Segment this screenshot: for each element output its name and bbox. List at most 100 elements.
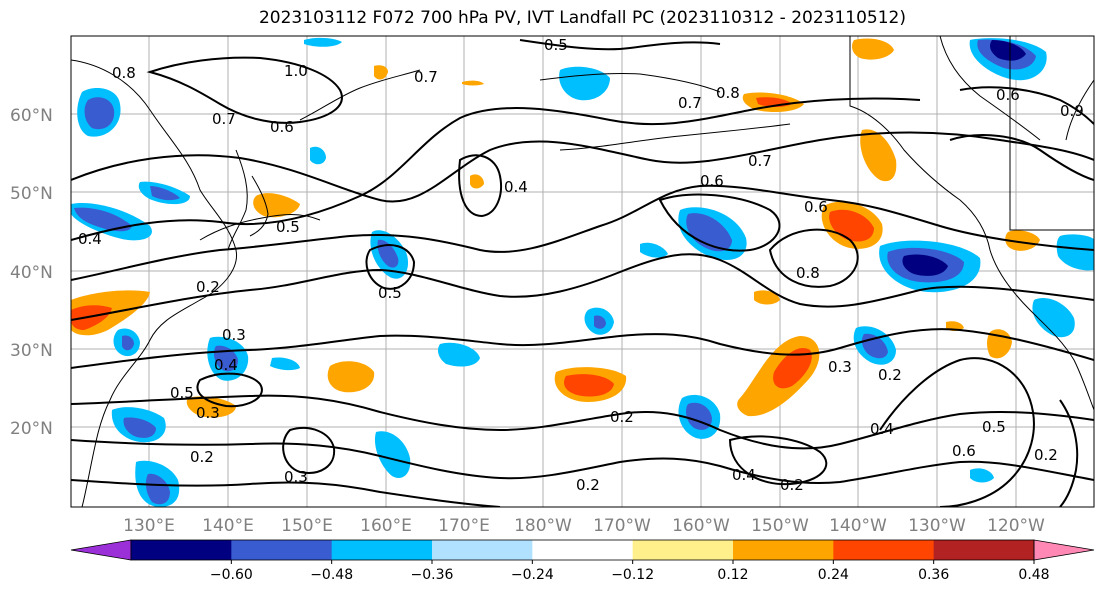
shade-blob-neg bbox=[135, 460, 180, 507]
shade-blob-neg bbox=[970, 468, 994, 483]
colorbar-tick-label: −0.12 bbox=[611, 567, 654, 583]
contour-label: 0.2 bbox=[576, 476, 600, 494]
shade-blob-neg bbox=[270, 357, 300, 371]
lon-label: 160°W bbox=[672, 516, 730, 536]
contour-label: 0.6 bbox=[952, 442, 976, 460]
colorbar-bin bbox=[833, 540, 935, 560]
shade-blob-neg bbox=[370, 230, 409, 279]
contour-label: 0.7 bbox=[748, 152, 772, 170]
shade-blob-pos bbox=[860, 129, 897, 182]
contour-label: 0.6 bbox=[804, 198, 828, 216]
shade-blob-neg bbox=[1056, 234, 1094, 271]
shade-blob-pos bbox=[327, 361, 375, 393]
shade-blob-neg bbox=[640, 242, 668, 258]
colorbar-tick-label: −0.36 bbox=[411, 567, 454, 583]
lon-label: 120°W bbox=[987, 516, 1045, 536]
contour-label: 0.3 bbox=[196, 404, 220, 422]
colorbar-extend-low bbox=[70, 539, 132, 561]
lon-label: 130°W bbox=[908, 516, 966, 536]
shade-blob-pos bbox=[737, 336, 820, 417]
shade-blob-neg bbox=[1032, 298, 1075, 338]
contour-label: 0.8 bbox=[796, 264, 820, 282]
contour-label: 0.4 bbox=[214, 356, 238, 374]
shade-blob-neg bbox=[559, 66, 610, 101]
lon-label: 150°E bbox=[281, 516, 333, 536]
colorbar-tick-label: −0.60 bbox=[210, 567, 253, 583]
contour-labels: 1.0 0.5 0.7 0.8 0.7 0.6 0.8 0.7 0.6 0.4 … bbox=[78, 36, 1084, 494]
shade-blob-pos bbox=[754, 290, 780, 305]
plot-frame bbox=[70, 35, 1095, 508]
lat-label: 20°N bbox=[10, 419, 53, 439]
colorbar-bin bbox=[231, 540, 333, 560]
shade-blob-neg bbox=[438, 342, 480, 367]
contour-label: 0.2 bbox=[878, 366, 902, 384]
contour-label: 0.3 bbox=[222, 326, 246, 344]
lon-label: 150°W bbox=[751, 516, 809, 536]
colorbar-tick-label: 0.48 bbox=[1018, 567, 1049, 583]
contour-label: 0.2 bbox=[1034, 446, 1058, 464]
shade-blob-neg bbox=[71, 202, 152, 241]
contour-label: 0.3 bbox=[284, 468, 308, 486]
lon-label: 130°E bbox=[123, 516, 175, 536]
colorbar-tick-label: −0.48 bbox=[310, 567, 353, 583]
shade-blob-pos bbox=[253, 193, 300, 218]
shade-blob-pos bbox=[462, 80, 484, 86]
coastlines bbox=[71, 36, 1094, 507]
lon-label: 140°W bbox=[829, 516, 887, 536]
map-plot-area: 1.0 0.5 0.7 0.8 0.7 0.6 0.8 0.7 0.6 0.4 … bbox=[71, 36, 1094, 507]
latitude-labels: 60°N 50°N 40°N 30°N 20°N bbox=[10, 106, 53, 439]
colorbar-bin bbox=[933, 540, 1035, 560]
shade-blob-pos bbox=[1005, 230, 1040, 251]
shaded-anomaly-regions bbox=[71, 37, 1094, 507]
contour-label: 0.2 bbox=[780, 476, 804, 494]
contour-label: 1.0 bbox=[284, 62, 308, 80]
shade-blob-pos bbox=[186, 396, 236, 418]
contour-label: 0.6 bbox=[700, 172, 724, 190]
colorbar-bin bbox=[432, 540, 533, 560]
lat-label: 30°N bbox=[10, 341, 53, 361]
contour-label: 0.5 bbox=[276, 218, 300, 236]
shade-blob-neg bbox=[879, 240, 981, 293]
contour-label: 0.6 bbox=[270, 118, 294, 136]
shade-blob-pos bbox=[470, 174, 484, 189]
lat-label: 60°N bbox=[10, 106, 53, 126]
contour-label: 0.9 bbox=[1060, 102, 1084, 120]
contour-label: 0.2 bbox=[610, 408, 634, 426]
contour-label: 0.8 bbox=[112, 64, 136, 82]
shade-blob-pos bbox=[821, 201, 883, 249]
colorbar-tick-label: −0.24 bbox=[511, 567, 554, 583]
lat-label: 40°N bbox=[10, 263, 53, 283]
lon-label: 170°E bbox=[438, 516, 490, 536]
contour-label: 0.5 bbox=[170, 384, 194, 402]
lon-label: 140°E bbox=[202, 516, 254, 536]
contour-label: 0.2 bbox=[190, 448, 214, 466]
contour-label: 0.4 bbox=[504, 178, 528, 196]
shade-blob-neg bbox=[310, 146, 326, 165]
contour-label: 0.7 bbox=[414, 68, 438, 86]
colorbar: −0.60 −0.48 −0.36 −0.24 −0.12 0.12 0.24 0.36 0.4… bbox=[70, 539, 1095, 583]
colorbar-bin bbox=[131, 540, 232, 560]
shade-blob-neg bbox=[304, 37, 342, 47]
colorbar-tick-label: 0.24 bbox=[818, 567, 849, 583]
shade-blob-neg bbox=[138, 181, 190, 205]
colorbar-bin bbox=[733, 540, 834, 560]
colorbar-tick-label: 0.12 bbox=[717, 567, 748, 583]
colorbar-outline bbox=[130, 539, 1035, 561]
contour-label: 0.8 bbox=[716, 84, 740, 102]
contour-label: 0.5 bbox=[982, 418, 1006, 436]
colorbar-bin bbox=[632, 540, 734, 560]
shade-blob-neg bbox=[969, 38, 1047, 81]
lon-label: 170°W bbox=[593, 516, 651, 536]
contour-label: 0.2 bbox=[196, 278, 220, 296]
colorbar-tick-label: 0.36 bbox=[918, 567, 949, 583]
shade-blob-pos bbox=[554, 367, 627, 402]
lat-label: 50°N bbox=[10, 184, 53, 204]
contour-label: 0.5 bbox=[544, 36, 568, 54]
shade-blob-neg bbox=[77, 88, 121, 137]
shade-blob-neg bbox=[113, 328, 140, 357]
colorbar-bin bbox=[532, 540, 634, 560]
contour-label: 0.7 bbox=[678, 94, 702, 112]
contour-label: 0.7 bbox=[212, 110, 236, 128]
contour-label: 0.6 bbox=[996, 86, 1020, 104]
